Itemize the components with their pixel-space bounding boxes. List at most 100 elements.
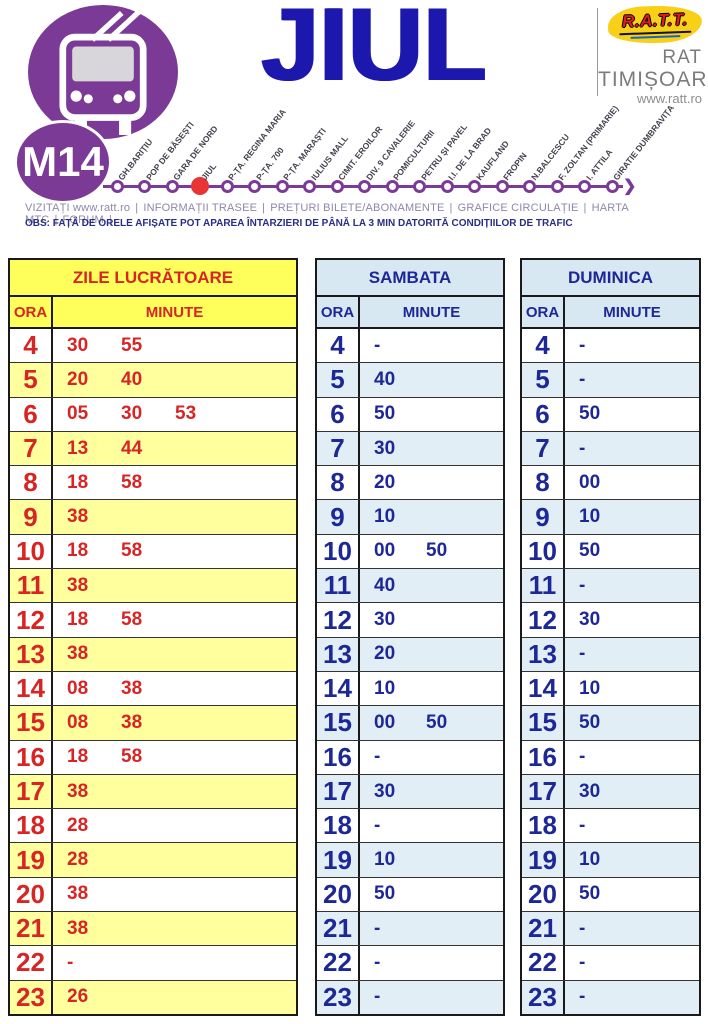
footer-link[interactable]: PREȚURI BILETE/ABONAMENTE	[270, 202, 445, 214]
stop-dot	[385, 180, 399, 193]
minute-value: 30	[374, 780, 396, 802]
minute-value: 26	[67, 986, 89, 1008]
current-stop-dot	[190, 177, 209, 195]
table-row: 19 10	[522, 842, 699, 877]
footer-link[interactable]: INFORMAȚII TRASEE	[143, 202, 258, 214]
table-row: 10 50	[522, 533, 699, 569]
table-row: 8 20	[317, 465, 503, 500]
hour-cell: 22	[522, 946, 565, 980]
hour-cell: 19	[522, 843, 565, 877]
minute-value: 53	[175, 403, 197, 425]
minutes-cell: -	[565, 432, 699, 465]
minute-value: 10	[374, 677, 396, 699]
table-row: 6 50	[522, 396, 699, 431]
table-row: 12 30	[317, 602, 503, 637]
hour-cell: 18	[522, 809, 565, 843]
minutes-cell: 40	[360, 363, 503, 396]
operator-website[interactable]: www.ratt.ro	[636, 91, 702, 107]
hour-cell: 15	[10, 706, 53, 740]
table-header-row: ORA MINUTE	[522, 297, 699, 329]
minute-value: 38	[67, 917, 89, 939]
timetable-weekdays: ZILE LUCRĂTOARE ORA MINUTE 4 30 55 5 20 40 6 05 30 5…	[8, 258, 298, 1016]
footer-link[interactable]: FORUM	[62, 214, 104, 226]
table-row: 15 08 38	[10, 705, 296, 740]
hour-cell: 4	[317, 329, 360, 363]
hour-cell: 9	[10, 500, 53, 534]
table-row: 21 38	[10, 911, 296, 946]
minute-value: 00	[374, 711, 396, 733]
hour-cell: 17	[522, 774, 565, 809]
minutes-cell: 00	[565, 466, 699, 499]
minute-value: -	[579, 814, 586, 836]
minute-value: -	[579, 917, 586, 939]
minutes-cell: 30	[565, 603, 699, 636]
minute-value: 08	[67, 677, 89, 699]
table-row: 20 50	[522, 876, 699, 912]
table-row: 17 30	[522, 773, 699, 809]
table-row: 23-	[522, 979, 699, 1014]
route-map: ❯ GH.BARIȚIU POP DE BĂSEȘTI GARA DE NORD JI…	[0, 0, 708, 255]
stop-dot	[165, 180, 179, 193]
minute-value: 44	[121, 437, 143, 459]
table-row: 22-	[10, 945, 296, 980]
table-row: 13-	[522, 636, 699, 671]
minutes-cell: -	[565, 981, 699, 1014]
table-row: 9 38	[10, 499, 296, 534]
table-header-row: ORA MINUTE	[317, 297, 503, 329]
table-row: 9 10	[317, 499, 503, 534]
stop-dot	[440, 180, 454, 193]
minute-value: -	[374, 917, 381, 939]
minute-value: 30	[374, 437, 396, 459]
footer-link[interactable]: VIZITAȚI www.ratt.ro	[25, 202, 131, 214]
minute-value: 10	[374, 849, 396, 871]
minutes-cell: 18 58	[53, 535, 296, 568]
table-row: 6 05 30 53	[10, 396, 296, 431]
minutes-cell: -	[565, 569, 699, 602]
minutes-cell: -	[565, 741, 699, 774]
minute-value: 38	[67, 506, 89, 528]
minute-value: 30	[579, 780, 601, 802]
stop-dot	[495, 180, 509, 193]
minute-value: 30	[579, 609, 601, 631]
minutes-cell: 30	[360, 432, 503, 465]
hour-cell: 8	[317, 466, 360, 500]
minute-value: 38	[67, 883, 89, 905]
minute-value: 00	[374, 540, 396, 562]
footer-link[interactable]: GRAFICE CIRCULAȚIE	[457, 202, 579, 214]
table-row: 12 18 58	[10, 602, 296, 637]
minute-value: -	[579, 951, 586, 973]
minutes-cell: 38	[53, 569, 296, 602]
hour-cell: 23	[10, 980, 53, 1014]
minute-value: 50	[579, 403, 601, 425]
hour-cell: 4	[10, 329, 53, 363]
minutes-cell: 38	[53, 878, 296, 911]
stop-dot	[550, 180, 564, 193]
table-row: 13 20	[317, 636, 503, 671]
hour-cell: 5	[317, 363, 360, 397]
table-row: 19 28	[10, 842, 296, 877]
table-row: 7-	[522, 430, 699, 466]
hour-cell: 22	[317, 946, 360, 980]
minute-value: 08	[67, 711, 89, 733]
hour-cell: 21	[522, 912, 565, 946]
stop-label: DIV. 9 CAVALERIE	[363, 118, 417, 183]
minutes-cell: -	[565, 946, 699, 979]
trolleybus-icon	[59, 8, 147, 135]
minute-value: 50	[579, 711, 601, 733]
minute-value: 50	[579, 540, 601, 562]
minutes-cell: -	[360, 981, 503, 1014]
stop-label: I. ATTILA	[583, 147, 614, 183]
minute-value: 18	[67, 471, 89, 493]
minutes-cell: -	[360, 912, 503, 945]
minute-value: 20	[374, 471, 396, 493]
minutes-cell: 00 50	[360, 706, 503, 739]
hour-cell: 13	[10, 637, 53, 671]
hour-cell: 20	[522, 877, 565, 912]
hour-cell: 12	[10, 603, 53, 637]
minutes-cell: 18 58	[53, 741, 296, 774]
minute-value: 10	[374, 506, 396, 528]
minutes-cell: 05 30 53	[53, 398, 296, 431]
footer-link[interactable]: HARTA MTC	[25, 202, 629, 226]
minute-value: 38	[121, 711, 143, 733]
minutes-cell: 50	[360, 398, 503, 431]
